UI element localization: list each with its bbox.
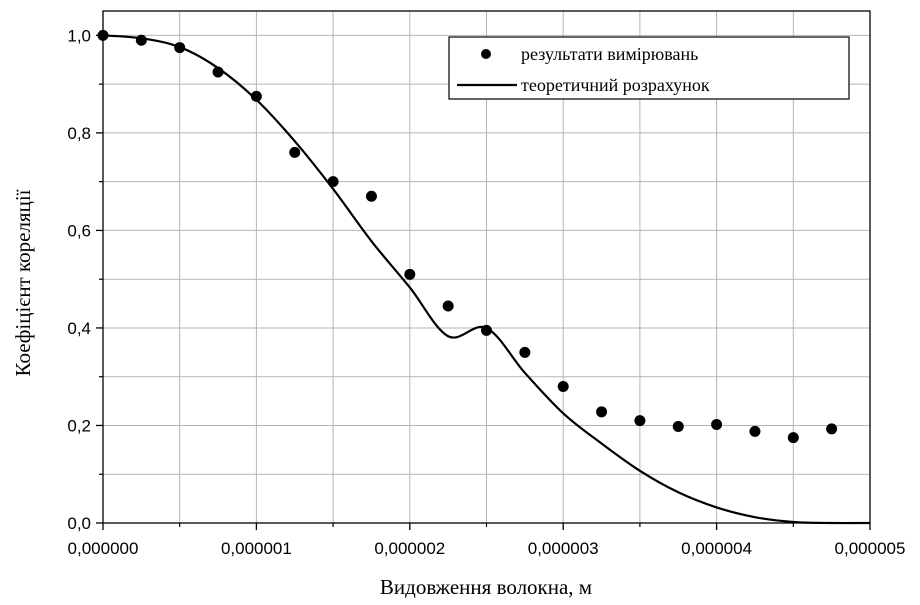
x-tick-label: 0,000000 — [68, 539, 139, 558]
data-point — [557, 380, 569, 392]
y-tick-label: 0,2 — [67, 416, 91, 435]
axes: 0,000000 0,000001 0,000002 0,000003 0,000004… — [67, 26, 905, 558]
y-axis-title: Коефіцієнт кореляції — [11, 189, 35, 376]
data-point — [250, 90, 262, 102]
x-tick-label: 0,000004 — [681, 539, 752, 558]
data-point — [481, 324, 492, 336]
y-tick-label: 0,4 — [67, 319, 91, 338]
y-tick-label: 1,0 — [67, 26, 91, 45]
y-tick-label: 0,8 — [67, 124, 91, 143]
data-point — [672, 420, 684, 432]
data-point — [634, 415, 646, 427]
y-tick-label: 0,0 — [67, 514, 91, 533]
x-axis-title: Видовження волокна, м — [380, 575, 592, 599]
x-tick-label: 0,000003 — [528, 539, 599, 558]
data-point — [327, 176, 339, 188]
data-point — [749, 425, 761, 437]
measured-series — [97, 29, 838, 444]
legend-label-theory: теоретичний розрахунок — [521, 75, 710, 95]
data-point — [289, 146, 301, 158]
data-point — [711, 419, 723, 431]
data-point — [519, 346, 531, 358]
data-point — [404, 268, 416, 280]
data-point — [826, 423, 838, 435]
x-tick-label: 0,000001 — [221, 539, 292, 558]
data-point — [365, 190, 377, 202]
x-tick-label: 0,000005 — [835, 539, 906, 558]
data-point — [135, 34, 147, 46]
legend: результати вимірювань теоретичний розрах… — [448, 36, 850, 100]
data-point — [442, 300, 454, 312]
data-point — [212, 66, 224, 78]
y-tick-label: 0,6 — [67, 221, 91, 240]
data-point — [596, 406, 608, 418]
legend-label-measured: результати вимірювань — [521, 44, 698, 64]
legend-box — [448, 36, 850, 100]
x-tick-label: 0,000002 — [374, 539, 445, 558]
legend-marker-measured — [481, 49, 491, 59]
data-point — [787, 432, 799, 444]
data-point — [174, 42, 186, 54]
